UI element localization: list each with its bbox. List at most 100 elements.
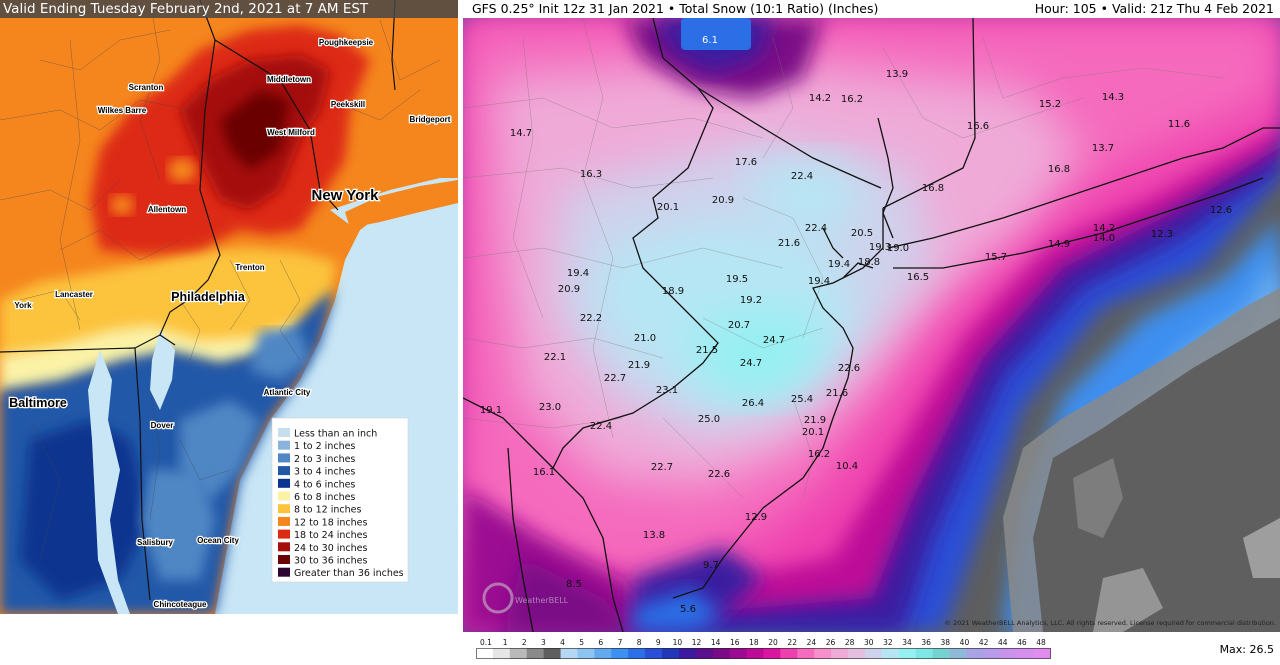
legend-label: 1 to 2 inches — [294, 441, 355, 452]
colorbar-cell — [983, 648, 1001, 659]
legend-swatch — [278, 542, 290, 552]
snow-value-label: 23.1 — [656, 385, 678, 396]
snow-value-label: 23.0 — [539, 402, 561, 413]
colorbar-tick-label: 20 — [768, 638, 778, 647]
colorbar-cell — [560, 648, 578, 659]
colorbar-cell — [797, 648, 815, 659]
colorbar-tick-label: 2 — [522, 638, 527, 647]
snow-value-label: 14.2 — [809, 93, 831, 104]
colorbar-tick-label: 46 — [1017, 638, 1027, 647]
city-label-philadelphia: Philadelphia — [171, 290, 246, 304]
snow-value-label: 11.6 — [1168, 119, 1190, 130]
city-label-ocean-city: Ocean City — [197, 536, 239, 545]
snow-value-label: 24.7 — [740, 358, 762, 369]
max-value-label: Max: 26.5 — [1219, 643, 1274, 656]
colorbar-cell — [1034, 648, 1051, 659]
colorbar-cell — [628, 648, 646, 659]
weatherbell-logo: WeatherBELL — [482, 582, 569, 614]
legend-label: 18 to 24 inches — [294, 530, 368, 541]
legend-swatch — [278, 504, 290, 514]
snow-value-label: 20.9 — [558, 284, 580, 295]
map-valid-banner: Valid Ending Tuesday February 2nd, 2021 … — [0, 0, 458, 18]
colorbar-cell — [864, 648, 883, 659]
city-label-dover: Dover — [151, 421, 174, 430]
snow-value-label: 20.7 — [728, 320, 750, 331]
snow-value-label: 19.4 — [828, 259, 850, 270]
snow-value-label: 22.1 — [544, 352, 566, 363]
snow-value-label: 22.4 — [791, 171, 813, 182]
snow-value-label: 6.1 — [702, 35, 718, 46]
colorbar-cell — [848, 648, 866, 659]
colorbar-cell — [476, 648, 494, 659]
colorbar-tick-label: 36 — [921, 638, 931, 647]
colorbar-cell — [577, 648, 595, 659]
gfs-header-title: GFS 0.25° Init 12z 31 Jan 2021 • Total S… — [472, 1, 879, 16]
snow-value-label: 19.0 — [887, 243, 909, 254]
snow-value-label: 21.6 — [778, 238, 800, 249]
colorbar-cell — [1017, 648, 1035, 659]
snow-value-label: 18.8 — [858, 257, 880, 268]
legend-label: 30 to 36 inches — [294, 556, 368, 567]
colorbar-cell — [763, 648, 781, 659]
legend-swatch — [278, 529, 290, 539]
colorbar-tick-label: 38 — [941, 638, 951, 647]
city-label-wilkes-barre: Wilkes Barre — [98, 106, 147, 115]
colorbar-cell — [611, 648, 629, 659]
colorbar-cell — [966, 648, 984, 659]
city-label-baltimore: Baltimore — [9, 396, 67, 410]
snow-value-label: 20.5 — [851, 228, 873, 239]
snow-value-label: 16.8 — [922, 183, 944, 194]
gfs-header: GFS 0.25° Init 12z 31 Jan 2021 • Total S… — [463, 0, 1280, 18]
snow-value-label: 8.5 — [566, 579, 582, 590]
colorbar-tick-label: 44 — [998, 638, 1008, 647]
snow-value-label: 15.7 — [985, 252, 1007, 263]
colorbar-tick-label: 12 — [692, 638, 702, 647]
snow-value-label: 14.0 — [1093, 233, 1115, 244]
snow-value-label: 10.4 — [836, 461, 858, 472]
snow-value-label: 20.1 — [802, 427, 824, 438]
snow-value-label: 15.2 — [1039, 99, 1061, 110]
legend-label: 6 to 8 inches — [294, 492, 355, 503]
colorbar-cell — [949, 648, 967, 659]
colorbar-cell — [881, 648, 900, 659]
snow-value-label: 19.3 — [869, 242, 891, 253]
snow-value-label: 13.7 — [1092, 143, 1114, 154]
snow-value-label: 22.4 — [805, 223, 827, 234]
snow-value-label: 9.7 — [703, 560, 719, 571]
city-label-middletown: Middletown — [267, 75, 311, 84]
colorbar-cell — [932, 648, 950, 659]
snow-value-label: 17.6 — [735, 157, 757, 168]
legend-swatch — [278, 428, 290, 437]
snow-value-label: 16.6 — [967, 121, 989, 132]
colorbar-tick-label: 22 — [787, 638, 797, 647]
colorbar-tick-label: 28 — [845, 638, 855, 647]
legend-label: 3 to 4 inches — [294, 467, 355, 478]
snow-value-label: 14.3 — [1102, 92, 1124, 103]
legend-label: Less than an inch — [294, 429, 377, 440]
snow-value-label: 25.4 — [791, 394, 813, 405]
city-label-allentown: Allentown — [148, 205, 186, 214]
snow-value-label: 16.5 — [907, 272, 929, 283]
city-label-west-milford: West Milford — [267, 128, 315, 137]
colorbar-tick-label: 5 — [579, 638, 584, 647]
snow-value-label: 22.7 — [604, 373, 626, 384]
snow-value-label: 14.9 — [1048, 239, 1070, 250]
legend-swatch — [278, 453, 290, 463]
legend-swatch — [278, 567, 290, 577]
snow-value-label: 24.7 — [763, 335, 785, 346]
city-label-new-york: New York — [312, 187, 380, 204]
snow-value-label: 20.1 — [657, 202, 679, 213]
legend-label: 12 to 18 inches — [294, 517, 368, 528]
snow-colorbar: 0.1 1 2 3 4 5 6 7 8 9 10 12 14 16 18 20 22 24 26 28 30 32 34 36… — [476, 638, 1051, 659]
snow-value-label: 22.6 — [838, 363, 860, 374]
colorbar-cell — [645, 648, 663, 659]
legend-label: 24 to 30 inches — [294, 543, 368, 554]
colorbar-tick-label: 8 — [637, 638, 642, 647]
colorbar-cell — [831, 648, 849, 659]
colorbar-tick-label: 14 — [711, 638, 721, 647]
legend-swatch — [278, 491, 290, 501]
colorbar-border — [476, 648, 1051, 659]
colorbar-tick-label: 30 — [864, 638, 874, 647]
snow-value-label: 19.2 — [740, 295, 762, 306]
